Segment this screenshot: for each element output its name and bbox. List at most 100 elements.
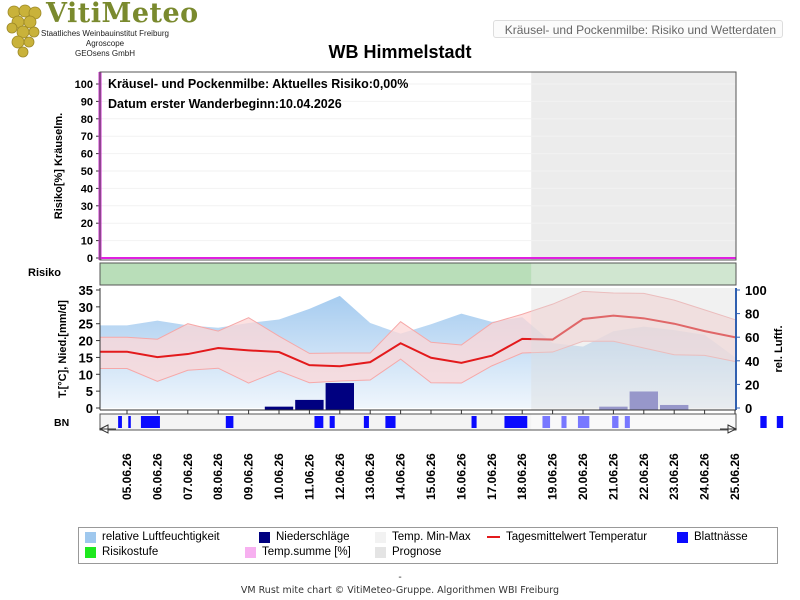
legend-item-risk: Risikostufe [85, 546, 158, 558]
risk-panel-frame [99, 71, 737, 261]
precipitation-bar [660, 404, 689, 410]
vitimeteo-logo: VitiMeteo Staatliches Weinbauinstitut Fr… [0, 0, 198, 62]
weather-right-yaxis-ticks: 0 20 40 60 80 100 [736, 283, 767, 416]
legend-item-prognose: Prognose [375, 546, 441, 558]
leaf-wetness-band-bg [100, 414, 736, 430]
weather-left-ytick-label: 35 [79, 283, 93, 298]
date-xtick-label: 23.06.26 [667, 453, 681, 500]
humidity-swatch-icon [85, 531, 96, 543]
precipitation-bar [264, 406, 294, 410]
leaf-wetness-bar [140, 416, 160, 428]
prognose-shade-risk [531, 72, 736, 260]
scroll-left-arrow-icon[interactable] [98, 424, 116, 434]
date-xaxis-labels: 05.06.26 06.06.26 07.06.26 08.06.26 09.06.26… [120, 453, 742, 500]
risk-band-frame [99, 262, 737, 286]
weather-left-ytick-label: 0 [86, 401, 93, 416]
date-xtick-label: 07.06.26 [181, 453, 195, 500]
info-current-risk: Kräusel- und Pockenmilbe: Aktuelles Risi… [108, 77, 408, 91]
risk-ytick-label: 70 [81, 131, 93, 143]
risk-ytick-label: 0 [87, 253, 93, 265]
leaf-wetness-bar [225, 416, 234, 428]
date-xtick-label: 10.06.26 [272, 453, 286, 500]
legend-item-templine: Tagesmittelwert Temperatur [487, 531, 647, 543]
leaf-wetness-bar [612, 416, 619, 428]
topic-selector[interactable]: Kräusel- und Pockenmilbe: Risiko und Wet… [493, 20, 783, 38]
logo-line-1: Staatliches Weinbauinstitut Freiburg [41, 29, 169, 38]
precipitation-bar [629, 391, 658, 410]
legend-item-tempsum: Temp.summe [%] [245, 546, 351, 558]
leaf-wetness-bar [118, 416, 122, 428]
risk-swatch-icon [85, 546, 96, 558]
date-xtick-label: 16.06.26 [454, 453, 468, 500]
leaf-wetness-bar [577, 416, 590, 428]
legend-item-precip: Niederschläge [259, 531, 350, 543]
info-first-migration: Datum erster Wanderbeginn:10.04.2026 [108, 97, 342, 111]
date-xtick-label: 15.06.26 [424, 453, 438, 500]
weather-left-ytick-label: 30 [79, 300, 93, 315]
leaf-wetness-frame [99, 413, 737, 431]
date-xaxis-ticks [126, 410, 736, 414]
leaf-wetness-bar [363, 416, 369, 428]
leaf-wetness-bar [776, 416, 784, 428]
date-xtick-label: 24.06.26 [698, 453, 712, 500]
legend-item-tempband: Temp. Min-Max [375, 531, 471, 543]
tempband-swatch-icon [375, 531, 386, 543]
date-xtick-label: 06.06.26 [150, 453, 164, 500]
leaf-wetness-bar [314, 416, 324, 428]
leaf-wetness-bar [542, 416, 551, 428]
precipitation-bar [599, 406, 628, 410]
leaf-wetness-bar [329, 416, 335, 428]
weather-right-ytick-label: 0 [745, 401, 752, 416]
date-xtick-label: 08.06.26 [211, 453, 225, 500]
legend-item-humidity: relative Luftfeuchtigkeit [85, 531, 220, 543]
tempsum-swatch-icon [245, 546, 256, 558]
legend-item-leafwet: Blattnässe [677, 531, 748, 543]
leaf-wetness-bar [504, 416, 528, 428]
weather-right-ytick-label: 60 [745, 330, 759, 345]
scroll-right-arrow-icon[interactable] [720, 424, 738, 434]
risk-ytick-label: 80 [81, 114, 93, 126]
legend-label: Temp. Min-Max [392, 531, 471, 543]
date-xtick-label: 11.06.26 [302, 454, 316, 500]
date-xtick-label: 21.06.26 [606, 453, 620, 500]
legend-label: Prognose [392, 546, 442, 558]
prognose-shade-weather [531, 288, 736, 410]
risk-ytick-label: 50 [81, 166, 93, 178]
weather-right-ytick-label: 100 [745, 283, 767, 298]
date-xtick-label: 05.06.26 [120, 453, 134, 500]
weather-right-ytick-label: 40 [745, 354, 759, 369]
grape-logo-icon [6, 4, 42, 58]
templine-swatch-icon [487, 536, 500, 538]
date-xtick-label: 09.06.26 [242, 453, 256, 500]
leaf-wetness-bar [624, 416, 630, 428]
risk-ytick-label: 40 [81, 183, 93, 195]
footer-dash: - [398, 572, 402, 583]
precipitation-bar [295, 399, 324, 410]
temp-max-line [100, 290, 736, 354]
chart-legend: relative Luftfeuchtigkeit Niederschläge … [78, 527, 778, 564]
leaf-wetness-bar [561, 416, 567, 428]
leaf-wetness-bar [760, 416, 767, 428]
temp-minmax-band [100, 291, 736, 384]
risk-yaxis-ticks: 0 10 20 30 40 50 60 70 80 90 100 [75, 79, 100, 265]
date-xtick-label: 25.06.26 [728, 453, 742, 500]
date-xtick-label: 20.06.26 [576, 453, 590, 500]
risk-ytick-label: 60 [81, 149, 93, 161]
risk-yaxis-label: Risiko[%] Kräuselm. [53, 113, 65, 219]
risk-ytick-label: 30 [81, 201, 93, 213]
weather-right-ytick-label: 20 [745, 377, 759, 392]
prognose-shade-leaf [531, 414, 736, 430]
weather-left-ytick-label: 25 [79, 317, 93, 332]
logo-line-3: GEOsens GmbH [74, 49, 135, 58]
temp-mean-line [100, 314, 736, 368]
leafwet-swatch-icon [677, 531, 688, 543]
legend-label: Tagesmittelwert Temperatur [506, 531, 648, 543]
date-xtick-label: 13.06.26 [363, 453, 377, 500]
leaf-wetness-bars [118, 416, 784, 428]
legend-label: relative Luftfeuchtigkeit [102, 531, 220, 543]
precipitation-bars [264, 383, 689, 410]
prognose-shade-band [531, 263, 736, 285]
weather-right-yaxis-label: rel. Luftf. [773, 325, 785, 372]
